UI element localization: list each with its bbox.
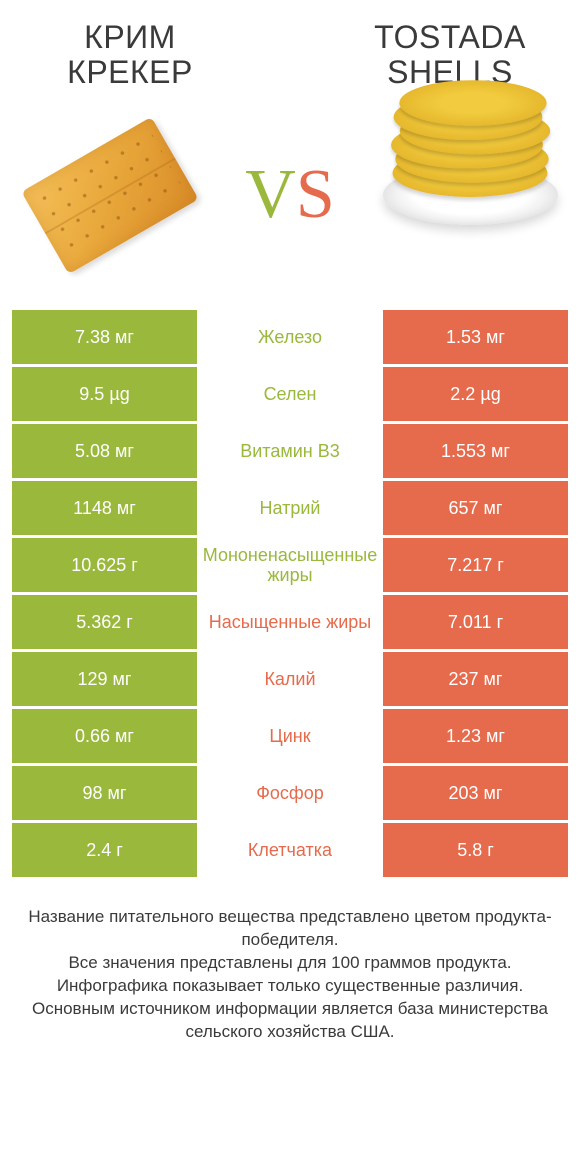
footer-line: Основным источником информации является … bbox=[20, 998, 560, 1044]
table-row: 5.362 гНасыщенные жиры7.011 г bbox=[12, 595, 568, 649]
table-row: 9.5 µgСелен2.2 µg bbox=[12, 367, 568, 421]
row-label: Мононенасыщенные жиры bbox=[199, 538, 381, 592]
footer-line: Все значения представлены для 100 граммо… bbox=[20, 952, 560, 975]
row-right-value: 203 мг bbox=[383, 766, 568, 820]
footer-line: Название питательного вещества представл… bbox=[20, 906, 560, 952]
row-right-value: 1.23 мг bbox=[383, 709, 568, 763]
product-left-title: Крим Крекер bbox=[30, 20, 230, 90]
hero-row: VS bbox=[0, 90, 580, 310]
row-label: Цинк bbox=[199, 709, 381, 763]
tostada-shells-icon bbox=[380, 105, 560, 285]
row-right-value: 5.8 г bbox=[383, 823, 568, 877]
vs-label: VS bbox=[245, 155, 335, 235]
cream-cracker-icon bbox=[20, 105, 200, 285]
row-right-value: 237 мг bbox=[383, 652, 568, 706]
row-right-value: 1.553 мг bbox=[383, 424, 568, 478]
header: Крим Крекер Tostada shells bbox=[0, 0, 580, 90]
comparison-table: 7.38 мгЖелезо1.53 мг9.5 µgСелен2.2 µg5.0… bbox=[0, 310, 580, 877]
row-right-value: 657 мг bbox=[383, 481, 568, 535]
row-right-value: 7.011 г bbox=[383, 595, 568, 649]
table-row: 10.625 гМононенасыщенные жиры7.217 г bbox=[12, 538, 568, 592]
row-label: Фосфор bbox=[199, 766, 381, 820]
row-right-value: 7.217 г bbox=[383, 538, 568, 592]
row-left-value: 7.38 мг bbox=[12, 310, 197, 364]
table-row: 129 мгКалий237 мг bbox=[12, 652, 568, 706]
product-right-title: Tostada shells bbox=[350, 20, 550, 90]
table-row: 0.66 мгЦинк1.23 мг bbox=[12, 709, 568, 763]
row-right-value: 1.53 мг bbox=[383, 310, 568, 364]
row-left-value: 5.362 г bbox=[12, 595, 197, 649]
table-row: 1148 мгНатрий657 мг bbox=[12, 481, 568, 535]
table-row: 7.38 мгЖелезо1.53 мг bbox=[12, 310, 568, 364]
row-left-value: 10.625 г bbox=[12, 538, 197, 592]
row-label: Калий bbox=[199, 652, 381, 706]
row-left-value: 2.4 г bbox=[12, 823, 197, 877]
footer-line: Инфографика показывает только существенн… bbox=[20, 975, 560, 998]
row-label: Витамин B3 bbox=[199, 424, 381, 478]
vs-v: V bbox=[245, 156, 296, 233]
row-left-value: 9.5 µg bbox=[12, 367, 197, 421]
row-label: Селен bbox=[199, 367, 381, 421]
row-left-value: 5.08 мг bbox=[12, 424, 197, 478]
row-left-value: 0.66 мг bbox=[12, 709, 197, 763]
row-right-value: 2.2 µg bbox=[383, 367, 568, 421]
table-row: 2.4 гКлетчатка5.8 г bbox=[12, 823, 568, 877]
vs-s: S bbox=[296, 156, 335, 233]
row-left-value: 98 мг bbox=[12, 766, 197, 820]
row-label: Клетчатка bbox=[199, 823, 381, 877]
row-label: Натрий bbox=[199, 481, 381, 535]
row-left-value: 1148 мг bbox=[12, 481, 197, 535]
row-label: Железо bbox=[199, 310, 381, 364]
table-row: 98 мгФосфор203 мг bbox=[12, 766, 568, 820]
table-row: 5.08 мгВитамин B31.553 мг bbox=[12, 424, 568, 478]
footer-notes: Название питательного вещества представл… bbox=[0, 880, 580, 1044]
row-left-value: 129 мг bbox=[12, 652, 197, 706]
row-label: Насыщенные жиры bbox=[199, 595, 381, 649]
